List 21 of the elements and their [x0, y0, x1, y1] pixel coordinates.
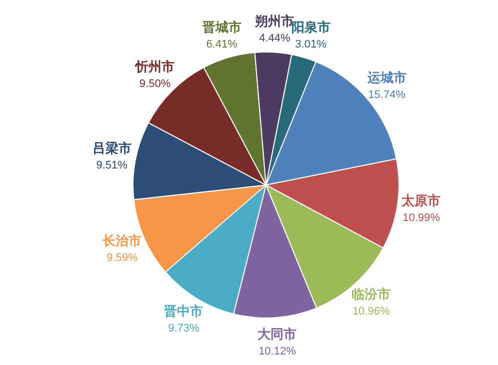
- slice-label: 阳泉市: [291, 20, 330, 35]
- data-label: 9.59%: [106, 252, 138, 264]
- slice-label: 晋中市: [163, 304, 204, 319]
- slice-label: 吕梁市: [92, 140, 132, 156]
- data-label: 15.74%: [368, 88, 406, 101]
- slice-label: 晋城市: [201, 19, 242, 34]
- slice-label: 忻州市: [134, 59, 175, 74]
- data-label: 3.01%: [295, 38, 327, 51]
- slice-label: 太原市: [400, 193, 441, 208]
- slice-label: 长治市: [102, 232, 142, 248]
- slice-label: 大同市: [258, 326, 297, 342]
- data-label: 9.51%: [96, 160, 128, 172]
- data-label: 10.99%: [402, 212, 440, 224]
- data-label: 10.96%: [352, 306, 390, 318]
- slice-label: 临汾市: [352, 286, 391, 302]
- data-label: 4.44%: [259, 32, 290, 44]
- data-label: 9.50%: [139, 78, 171, 90]
- data-label: 10.12%: [258, 346, 296, 358]
- slice-label: 运城市: [366, 70, 406, 85]
- data-label: 9.73%: [168, 322, 200, 335]
- data-label: 6.41%: [206, 38, 238, 50]
